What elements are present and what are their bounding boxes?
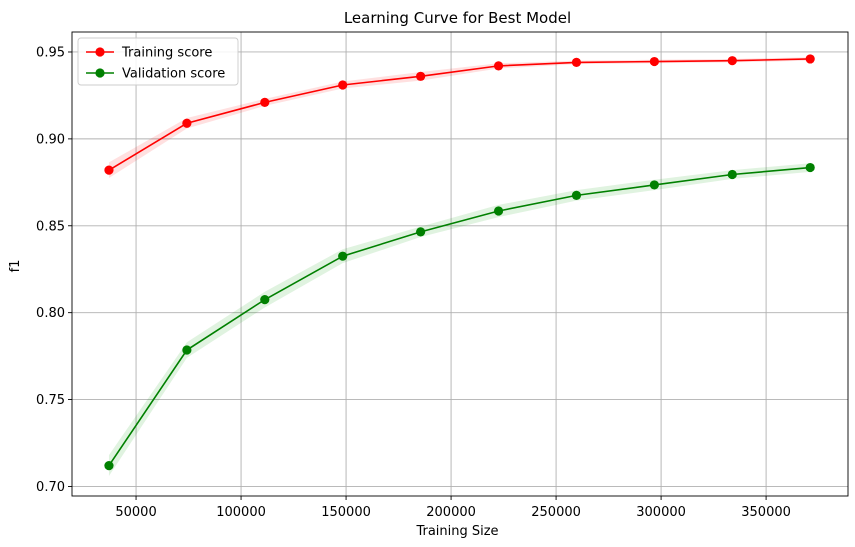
x-tick-label: 300000 <box>636 505 686 520</box>
validation-score-line <box>108 166 811 467</box>
y-axis-title: f1 <box>8 260 23 273</box>
validation-score-point <box>571 190 582 200</box>
validation-score-point <box>493 206 504 216</box>
training-score-point <box>260 97 270 107</box>
x-tick-label: 150000 <box>321 505 371 520</box>
chart-title: Learning Curve for Best Model <box>344 9 571 27</box>
confidence-band-validation <box>108 163 811 477</box>
y-tick-label: 0.80 <box>36 306 65 321</box>
validation-score-point <box>416 227 426 237</box>
y-tick-label: 0.70 <box>36 480 65 495</box>
training-score-point <box>416 71 426 81</box>
training-score-point <box>104 165 114 175</box>
legend-validation-label: Validation score <box>122 67 225 82</box>
y-tick-label: 0.90 <box>36 132 65 147</box>
y-tick-label: 0.95 <box>36 45 65 60</box>
y-tick-label: 0.75 <box>36 393 65 408</box>
training-score-point <box>649 56 659 67</box>
training-score-point <box>571 57 582 68</box>
plot-area <box>72 32 848 496</box>
legend-validation-marker <box>95 68 105 78</box>
x-tick-label: 350000 <box>741 505 791 520</box>
training-score-point <box>805 54 815 64</box>
legend-training-label: Training score <box>121 46 212 61</box>
legend-training-marker <box>95 47 105 57</box>
legend-box <box>77 37 239 86</box>
x-tick-label: 100000 <box>216 505 266 520</box>
validation-score-point <box>805 162 815 173</box>
training-score-point <box>182 118 192 128</box>
x-tick-label: 50000 <box>115 505 156 520</box>
validation-score-point <box>104 460 114 471</box>
validation-score-point <box>649 180 659 190</box>
training-score-line <box>108 58 811 171</box>
axes-frame <box>71 31 849 497</box>
y-tick-label: 0.85 <box>36 219 65 234</box>
validation-score-point <box>260 295 270 305</box>
training-score-point <box>493 61 504 71</box>
validation-score-point <box>338 251 348 261</box>
x-tick-label: 200000 <box>426 505 476 520</box>
x-tick-label: 250000 <box>531 505 581 520</box>
training-score-point <box>727 56 737 66</box>
training-score-point <box>338 80 348 90</box>
x-axis-title: Training Size <box>415 524 498 539</box>
validation-score-point <box>727 169 737 180</box>
validation-score-point <box>182 345 192 355</box>
